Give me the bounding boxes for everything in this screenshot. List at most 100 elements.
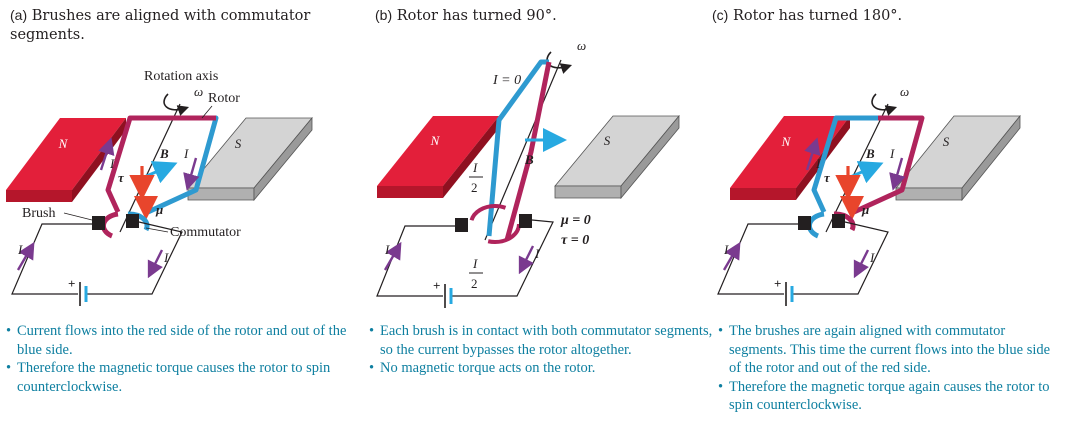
rotor-leader-line [201, 105, 213, 119]
current-label-blue: I [815, 156, 821, 171]
rotor-red-side [105, 115, 172, 214]
battery-plus-label: + [68, 276, 75, 291]
torque-zero-label: τ = 0 [561, 233, 589, 248]
note-item: Therefore the magnetic torque causes the… [6, 359, 351, 396]
omega-label: ω [900, 84, 909, 99]
commutator-label: Commutator [170, 225, 241, 240]
b-field-label: B [524, 152, 534, 167]
panel-a: (a) Brushes are aligned with commutator … [0, 0, 355, 446]
b-field-arrow [847, 161, 884, 184]
south-magnet: S [554, 114, 680, 200]
panel-title: (b) Rotor has turned 90°. [375, 6, 695, 26]
half-current-den-bottom: 2 [471, 276, 478, 291]
north-magnet: N [377, 116, 499, 198]
north-label: N [430, 133, 441, 148]
rotor-red-side [504, 61, 552, 241]
commutator-blue-segment [807, 211, 825, 239]
panel-tag: (c) [712, 7, 729, 23]
brush-leader-line [63, 212, 93, 221]
motor-diagram-a: N S B τ μ I I [6, 69, 313, 306]
current-label-red: I [889, 146, 895, 161]
notes-list: Current flows into the red side of the r… [6, 322, 351, 396]
torque-label: τ [118, 170, 125, 185]
battery-plus-label: + [774, 276, 781, 291]
current-arrow-blue [183, 157, 200, 191]
left-brush [92, 216, 105, 230]
panel-tag: (b) [375, 7, 393, 23]
panel-b: (b) Rotor has turned 90°. N S ω I = 0 [355, 0, 712, 446]
zero-current-label: I = 0 [492, 73, 521, 88]
half-current-den-top: 2 [471, 180, 478, 195]
south-magnet: S [187, 116, 313, 202]
moment-zero-label: μ = 0 [560, 213, 591, 228]
right-brush [126, 214, 139, 228]
left-brush [455, 218, 468, 232]
circuit-current-label-right: I [869, 250, 875, 265]
south-label: S [235, 136, 242, 151]
notes-list: The brushes are again aligned with commu… [718, 322, 1063, 415]
south-label: S [943, 134, 950, 149]
circuit-current-arrow-left [383, 241, 402, 271]
rotation-axis-label: Rotation axis [144, 69, 218, 84]
rotation-axis-line [484, 59, 562, 241]
motor-diagram-b: N S ω I = 0 B I 2 I 2 μ = 0 τ = 0 [376, 38, 680, 308]
current-arrow-red [889, 157, 906, 191]
commutator-leader-line [145, 227, 169, 233]
rotor-label: Rotor [208, 91, 240, 106]
rotor-blue-side [811, 115, 878, 214]
battery-plus-label: + [433, 278, 440, 293]
panel-title: (a) Brushes are aligned with commutator … [10, 6, 330, 45]
circuit-current-arrow-right [853, 249, 870, 279]
b-field-arrow [141, 161, 178, 184]
rotation-axis-line [119, 103, 181, 233]
b-field-label: B [865, 146, 875, 161]
rotation-arrow-icon [871, 93, 898, 116]
circuit-wire [717, 221, 889, 295]
brush-label: Brush [22, 206, 55, 221]
moment-label: μ [155, 202, 163, 217]
south-label: S [604, 133, 611, 148]
half-current-num-top: I [472, 160, 478, 175]
left-brush [798, 216, 811, 230]
note-item: Therefore the magnetic torque again caus… [718, 378, 1063, 415]
notes-list: Each brush is in contact with both commu… [369, 322, 714, 378]
north-label: N [781, 134, 792, 149]
note-item: The brushes are again aligned with commu… [718, 322, 1063, 378]
rotation-arrow-icon [163, 93, 190, 116]
panel-title-text: Rotor has turned 180°. [732, 8, 903, 24]
current-label-blue: I [183, 146, 189, 161]
panel-c: (c) Rotor has turned 180°. N S ω B [710, 0, 1066, 446]
b-field-label: B [159, 146, 169, 161]
circuit-current-label-left: I [723, 242, 729, 257]
circuit-current-label-right: I [534, 246, 540, 261]
circuit-wire [11, 221, 183, 295]
note-item: Current flows into the red side of the r… [6, 322, 351, 359]
current-arrow-red [98, 137, 115, 171]
circuit-current-arrow-left [16, 241, 35, 271]
right-brush [832, 214, 845, 228]
north-label: N [58, 136, 69, 151]
right-brush [519, 214, 532, 228]
note-item: No magnetic torque acts on the rotor. [369, 359, 714, 378]
south-magnet: S [895, 114, 1021, 202]
panel-title-text: Brushes are aligned with commutator segm… [10, 8, 311, 43]
circuit-current-label-left: I [384, 242, 390, 257]
omega-label: ω [577, 38, 586, 53]
moment-label: μ [861, 202, 869, 217]
commutator-red-segment [101, 211, 119, 239]
half-current-num-bottom: I [472, 256, 478, 271]
rotor-blue-side [486, 59, 549, 237]
circuit-current-label-left: I [17, 242, 23, 257]
circuit-current-label-right: I [163, 250, 169, 265]
omega-label: ω [194, 84, 203, 99]
circuit-current-arrow-left [722, 241, 741, 271]
torque-label: τ [824, 170, 831, 185]
circuit-current-arrow-right [147, 249, 164, 279]
panel-title: (c) Rotor has turned 180°. [712, 6, 1032, 26]
circuit-current-arrow-right [518, 245, 535, 275]
panel-title-text: Rotor has turned 90°. [396, 8, 557, 24]
motor-diagram-c: N S ω B τ μ I I + I I [717, 84, 1021, 306]
current-arrow-blue [804, 137, 821, 171]
panel-tag: (a) [10, 7, 28, 23]
note-item: Each brush is in contact with both commu… [369, 322, 714, 359]
